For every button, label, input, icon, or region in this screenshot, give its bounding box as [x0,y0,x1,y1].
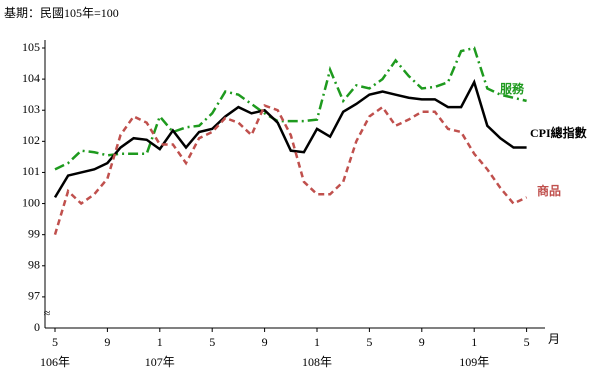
x-tick-label: 5 [366,335,372,349]
axis-break: ≈ [44,306,51,320]
x-tick-label: 1 [471,335,477,349]
year-label: 106年 [40,355,70,369]
x-tick-label: 5 [209,335,215,349]
x-tick-label: 9 [104,335,110,349]
y-floor-label: 0 [34,320,40,334]
y-tick-label: 99 [28,226,40,240]
y-tick-label: 104 [22,71,40,85]
y-tick-label: 98 [28,258,40,272]
year-label: 107年 [145,355,175,369]
y-tick-label: 100 [22,195,40,209]
y-tick-label: 102 [22,133,40,147]
x-tick-label: 5 [524,335,530,349]
series-line [54,46,527,171]
series-line [53,103,528,236]
y-tick-label: 103 [22,102,40,116]
y-tick-label: 105 [22,40,40,54]
x-tick-label: 1 [157,335,163,349]
year-label: 108年 [302,355,332,369]
x-tick-label: 1 [314,335,320,349]
x-unit: 月 [548,332,560,346]
series-label: 商品 [537,183,561,198]
x-tick-label: 5 [52,335,58,349]
series-line [53,78,527,198]
y-tick-label: 101 [22,164,40,178]
year-label: 109年 [459,355,489,369]
series-label: CPI總指數 [530,125,587,140]
series-label: 服務 [500,81,525,96]
y-tick-label: 97 [28,289,40,303]
x-tick-label: 9 [419,335,425,349]
chart-title: 基期：民國105年=100 [4,6,119,20]
x-tick-label: 9 [262,335,268,349]
